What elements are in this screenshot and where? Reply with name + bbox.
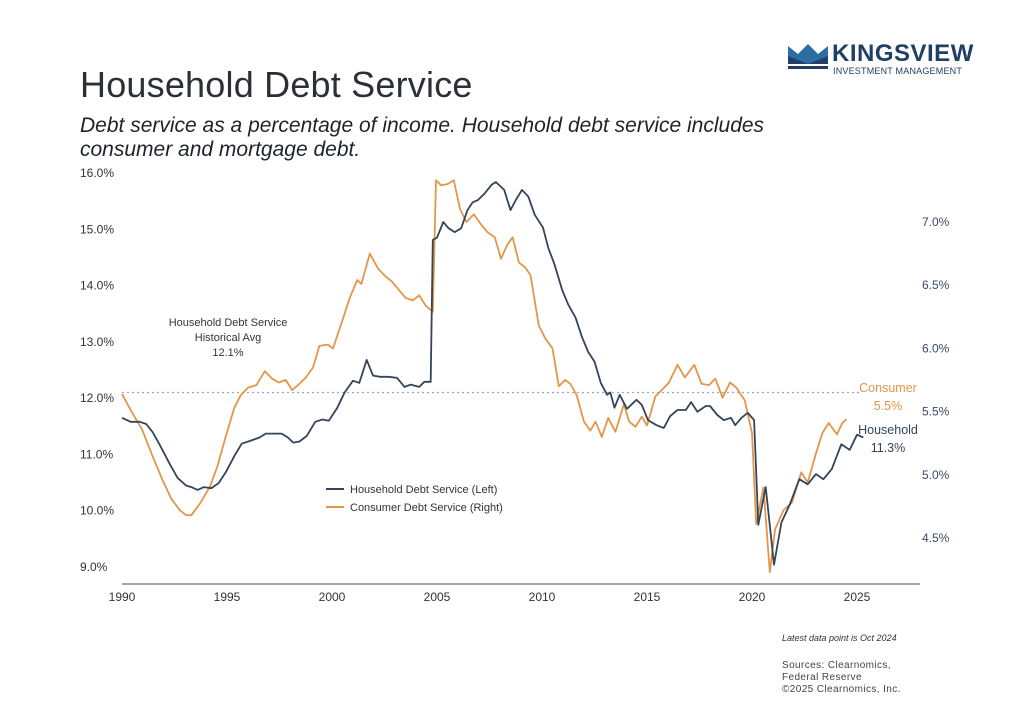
legend-label-consumer: Consumer Debt Service (Right) xyxy=(350,502,503,514)
x-tick-label: 2015 xyxy=(634,590,661,604)
y-right-tick-label: 6.0% xyxy=(922,341,950,355)
y-left-tick-label: 13.0% xyxy=(80,335,114,349)
sources-line-2: Federal Reserve xyxy=(782,672,862,683)
sources-block: Sources: Clearnomics, Federal Reserve ©2… xyxy=(782,660,901,696)
y-left-tick-label: 15.0% xyxy=(80,222,114,236)
consumer-debt-service-line xyxy=(121,179,848,573)
historical-average-label-line-1: Household Debt Service xyxy=(169,317,288,329)
end-label-consumer-name: Consumer xyxy=(859,381,917,395)
y-left-tick-label: 9.0% xyxy=(80,560,108,574)
end-label-household-name: Household xyxy=(858,423,918,437)
x-tick-label: 2025 xyxy=(844,590,871,604)
y-left-tick-label: 10.0% xyxy=(80,504,114,518)
kingsview-logo: KINGSVIEW INVESTMENT MANAGEMENT xyxy=(788,40,978,80)
logo-wordmark: KINGSVIEW xyxy=(832,40,974,67)
legend-label-household: Household Debt Service (Left) xyxy=(350,484,497,496)
x-tick-label: 2010 xyxy=(529,590,556,604)
historical-average-label-value: 12.1% xyxy=(212,347,243,359)
y-right-tick-label: 5.0% xyxy=(922,468,950,482)
household-debt-service-line xyxy=(121,181,864,566)
latest-data-note: Latest data point is Oct 2024 xyxy=(782,633,897,643)
historical-average-label-line-2: Historical Avg xyxy=(195,332,261,344)
crown-icon xyxy=(788,44,828,69)
y-right-tick-label: 6.5% xyxy=(922,278,950,292)
sources-line-1: Sources: Clearnomics, xyxy=(782,660,891,671)
x-tick-label: 1990 xyxy=(109,590,136,604)
end-label-household-value: 11.3% xyxy=(871,441,906,455)
y-left-tick-label: 12.0% xyxy=(80,391,114,405)
x-tick-label: 1995 xyxy=(214,590,241,604)
y-left-tick-label: 14.0% xyxy=(80,279,114,293)
y-right-tick-label: 5.5% xyxy=(922,405,950,419)
end-labels: Consumer 5.5% Household 11.3% xyxy=(858,381,918,455)
copyright-line: ©2025 Clearnomics, Inc. xyxy=(782,684,901,695)
y-right-tick-label: 7.0% xyxy=(922,215,950,229)
logo-tagline: INVESTMENT MANAGEMENT xyxy=(833,66,963,76)
legend: Household Debt Service (Left) Consumer D… xyxy=(326,484,503,514)
x-tick-label: 2005 xyxy=(424,590,451,604)
historical-average-label: Household Debt Service Historical Avg 12… xyxy=(169,317,288,359)
end-label-consumer-value: 5.5% xyxy=(874,399,903,413)
y-left-tick-label: 11.0% xyxy=(80,447,113,461)
page-title: Household Debt Service xyxy=(80,64,473,105)
y-right-tick-label: 4.5% xyxy=(922,531,950,545)
y-left-tick-label: 16.0% xyxy=(80,166,114,180)
page-subtitle: Debt service as a percentage of income. … xyxy=(80,114,765,161)
x-tick-label: 2000 xyxy=(319,590,346,604)
x-tick-label: 2020 xyxy=(739,590,766,604)
